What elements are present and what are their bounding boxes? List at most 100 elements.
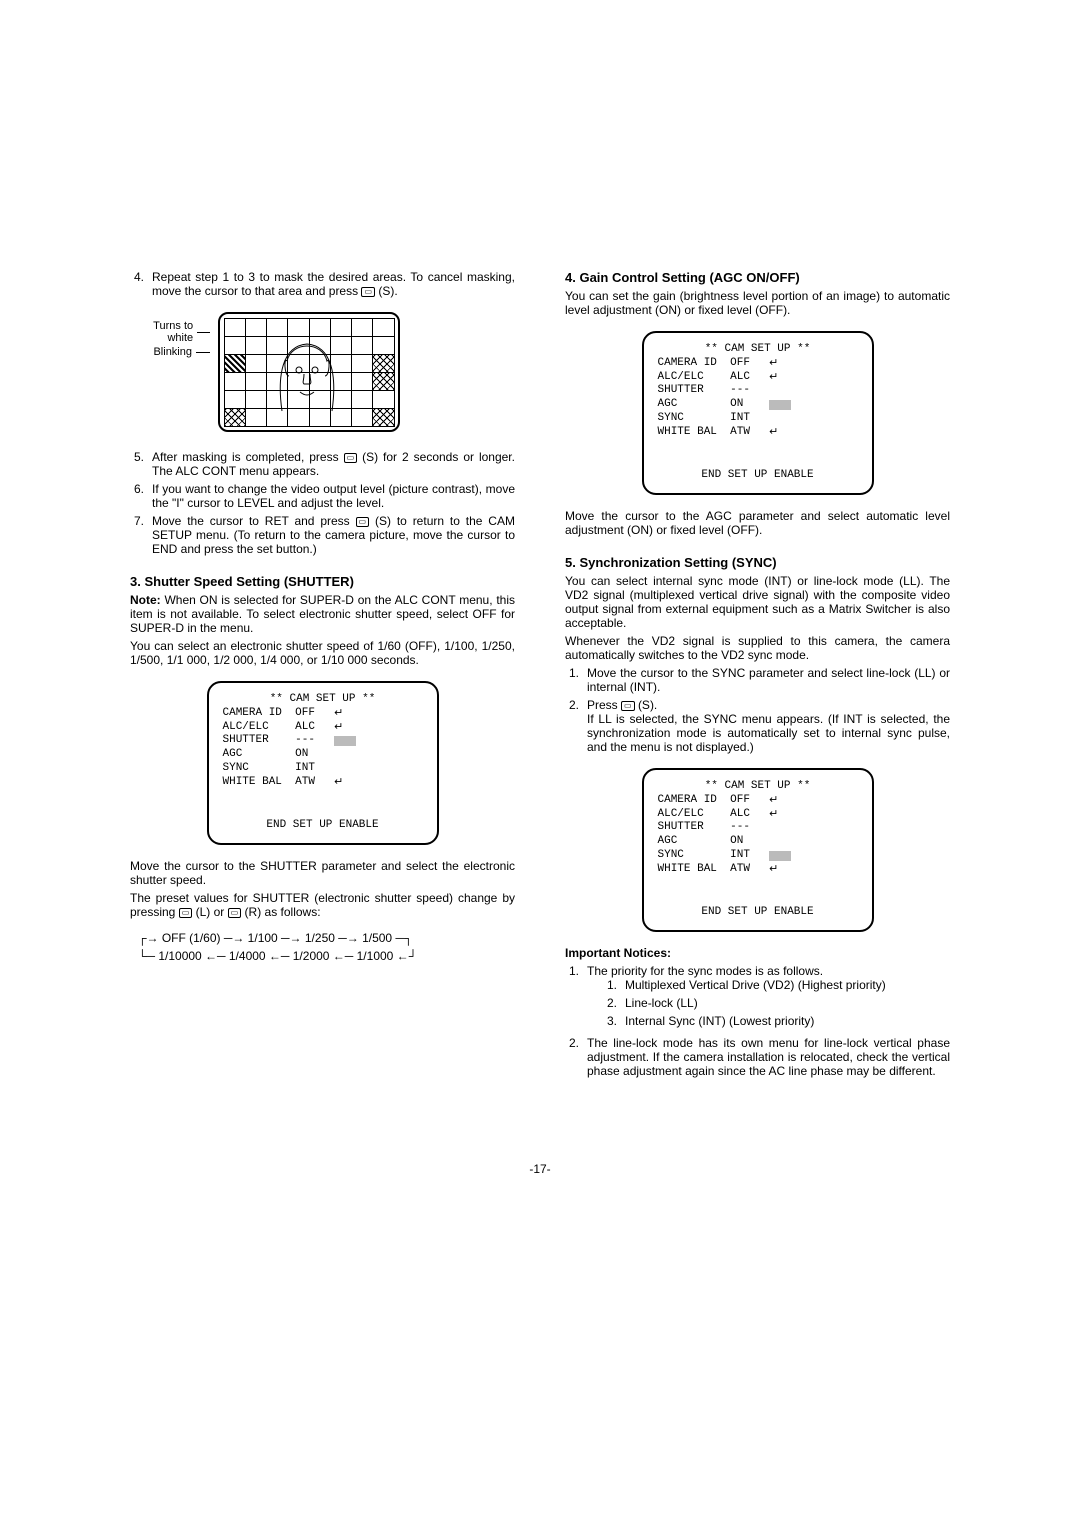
button-l-icon: ▭ [179,908,193,918]
mask-figure: Turns to white Blinking [130,312,515,432]
mask-cell-white [224,336,246,355]
step4-text: Repeat step 1 to 3 to mask the desired a… [152,270,515,298]
list-number: 2. [603,996,617,1010]
osd-row: SYNC INT [658,849,858,863]
flow-line-2: └─ 1/10000 ←─ 1/4000 ←─ 1/2000 ←─ 1/1000… [134,947,515,965]
osd-row: AGC ON [223,748,423,762]
list-body: After masking is completed, press ▭ (S) … [152,450,515,478]
txt: If LL is selected, the SYNC menu appears… [587,712,950,754]
pointer-line [196,352,210,353]
mask-cell-set [372,354,394,373]
list-number: 2. [565,698,579,754]
important-sub-item: 1.Multiplexed Vertical Drive (VD2) (High… [603,978,950,992]
submenu-arrow-icon: ↵ [334,707,343,721]
pointer-line [197,332,210,333]
osd-menu-shutter: ** CAM SET UP **CAMERA ID OFF ↵ALC/ELC A… [207,681,439,845]
list-body: Internal Sync (INT) (Lowest priority) [625,1014,950,1028]
step5-text-a: After masking is completed, press [152,450,339,464]
mask-grid [224,318,394,426]
txt: (L) or [196,905,225,919]
list-number: 3. [603,1014,617,1028]
osd-row: CAMERA ID OFF ↵ [658,794,858,808]
step-6: 6. If you want to change the video outpu… [130,482,515,510]
osd-row: AGC ON [658,398,858,412]
set-button-icon: ▭ [344,453,358,463]
sync-paragraph-1: You can select internal sync mode (INT) … [565,574,950,630]
list-body: If you want to change the video output l… [152,482,515,510]
osd-cursor [769,400,791,410]
step4-suffix: (S). [378,284,397,298]
list-number: 1. [603,978,617,992]
flow-line-1: ┌→ OFF (1/60) ─→ 1/100 ─→ 1/250 ─→ 1/500… [134,929,515,947]
submenu-arrow-icon: ↵ [769,794,778,808]
submenu-arrow-icon: ↵ [769,357,778,371]
submenu-arrow-icon: ↵ [334,776,343,790]
mask-cell-set [372,372,394,391]
heading-sync: 5. Synchronization Setting (SYNC) [565,555,950,570]
set-button-icon: ▭ [621,701,635,711]
submenu-arrow-icon: ↵ [769,863,778,877]
list-body: The priority for the sync modes is as fo… [587,964,950,1032]
tv-frame [218,312,400,432]
list-number: 1. [565,666,579,694]
heading-agc: 4. Gain Control Setting (AGC ON/OFF) [565,270,950,285]
set-button-icon: ▭ [361,287,375,297]
left-column: 4. Repeat step 1 to 3 to mask the desire… [130,270,515,1082]
step7-text-a: Move the cursor to RET and press [152,514,350,528]
list-body: Line-lock (LL) [625,996,950,1010]
mask-cell-set [372,408,394,427]
osd-cursor [334,736,356,746]
osd-row: WHITE BAL ATW ↵ [658,863,858,877]
important-2: 2. The line-lock mode has its own menu f… [565,1036,950,1078]
list-number: 4. [130,270,144,298]
osd-row: SYNC INT [658,412,858,426]
list-number: 6. [130,482,144,510]
label-turns-white: Turns to white [130,320,193,344]
osd-cursor [769,851,791,861]
osd-row: CAMERA ID OFF ↵ [658,357,858,371]
page: 4. Repeat step 1 to 3 to mask the desire… [80,0,1000,1142]
list-body: The line-lock mode has its own menu for … [587,1036,950,1078]
mask-cell-set [224,408,246,427]
important-1: 1. The priority for the sync modes is as… [565,964,950,1032]
list-body: Move the cursor to the SYNC parameter an… [587,666,950,694]
heading-shutter: 3. Shutter Speed Setting (SHUTTER) [130,574,515,589]
osd-title: ** CAM SET UP ** [658,343,858,357]
osd-row: AGC ON [658,835,858,849]
page-number: -17- [0,1142,1080,1236]
list-number: 2. [565,1036,579,1078]
shutter-instr-2: The preset values for SHUTTER (electroni… [130,891,515,919]
list-body: Press ▭ (S). If LL is selected, the SYNC… [587,698,950,754]
mask-labels: Turns to white Blinking [130,312,210,358]
osd-menu-sync: ** CAM SET UP **CAMERA ID OFF ↵ALC/ELC A… [642,768,874,932]
osd-row: SHUTTER --- [658,821,858,835]
shutter-flow-diagram: ┌→ OFF (1/60) ─→ 1/100 ─→ 1/250 ─→ 1/500… [134,929,515,965]
list-body: Repeat step 1 to 3 to mask the desired a… [152,270,515,298]
osd-end-line: END SET UP ENABLE [658,904,858,920]
osd-row: WHITE BAL ATW ↵ [223,776,423,790]
sync-step-1: 1. Move the cursor to the SYNC parameter… [565,666,950,694]
osd-title: ** CAM SET UP ** [658,780,858,794]
step-4: 4. Repeat step 1 to 3 to mask the desire… [130,270,515,298]
important-notices-label: Important Notices: [565,946,671,960]
set-button-icon: ▭ [356,517,370,527]
right-column: 4. Gain Control Setting (AGC ON/OFF) You… [565,270,950,1082]
list-number: 7. [130,514,144,556]
list-body: Move the cursor to RET and press ▭ (S) t… [152,514,515,556]
agc-paragraph: You can set the gain (brightness level p… [565,289,950,317]
agc-after: Move the cursor to the AGC parameter and… [565,509,950,537]
osd-menu-agc: ** CAM SET UP **CAMERA ID OFF ↵ALC/ELC A… [642,331,874,495]
note-label: Note: [130,593,161,607]
osd-row: ALC/ELC ALC ↵ [223,721,423,735]
osd-title: ** CAM SET UP ** [223,693,423,707]
osd-row: ALC/ELC ALC ↵ [658,371,858,385]
list-number: 5. [130,450,144,478]
submenu-arrow-icon: ↵ [769,426,778,440]
submenu-arrow-icon: ↵ [334,721,343,735]
txt: Press [587,698,618,712]
step-5: 5. After masking is completed, press ▭ (… [130,450,515,478]
txt: (R) as follows: [245,905,321,919]
list-number: 1. [565,964,579,1032]
shutter-paragraph: You can select an electronic shutter spe… [130,639,515,667]
osd-end-line: END SET UP ENABLE [223,817,423,833]
